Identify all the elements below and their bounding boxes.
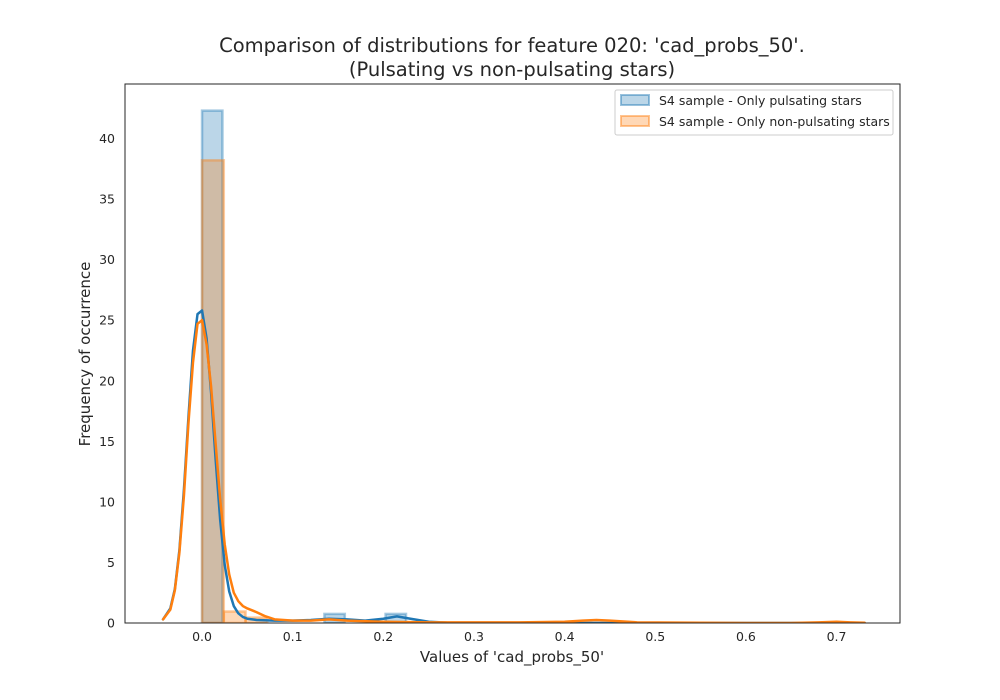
y-tick-label: 25: [99, 313, 115, 328]
y-axis-ticks: 0 5 10 15 20 25 30 35 40: [99, 131, 115, 630]
histogram-bars: [200, 109, 408, 623]
x-tick-label: 0.1: [283, 629, 303, 644]
y-axis-label: Frequency of occurrence: [76, 262, 94, 447]
x-tick-label: 0.4: [555, 629, 575, 644]
kde-line-series-1: [161, 318, 866, 623]
y-tick-label: 20: [99, 373, 115, 388]
y-tick-label: 35: [99, 192, 115, 207]
y-tick-label: 10: [99, 494, 115, 509]
legend-label-non-pulsating: S4 sample - Only non-pulsating stars: [659, 114, 890, 129]
chart-title-line1: Comparison of distributions for feature …: [219, 34, 805, 57]
y-tick-label: 30: [99, 252, 115, 267]
kde-line-series-0: [161, 309, 866, 623]
x-axis-ticks: 0.0 0.1 0.2 0.3 0.4 0.5 0.6 0.7: [192, 629, 846, 644]
y-tick-label: 5: [107, 555, 115, 570]
legend-swatch-non-pulsating: [620, 115, 650, 127]
legend-label-pulsating: S4 sample - Only pulsating stars: [659, 93, 862, 108]
x-tick-label: 0.7: [827, 629, 847, 644]
legend-swatch-pulsating: [620, 94, 650, 106]
x-axis-label: Values of 'cad_probs_50': [420, 648, 604, 667]
plot-area-frame: [124, 83, 901, 624]
x-tick-label: 0.0: [192, 629, 212, 644]
y-tick-label: 40: [99, 131, 115, 146]
x-tick-label: 0.3: [464, 629, 484, 644]
x-tick-label: 0.6: [736, 629, 756, 644]
legend-box: [614, 89, 894, 136]
legend: S4 sample - Only pulsating stars S4 samp…: [614, 89, 894, 136]
chart-title-line2: (Pulsating vs non-pulsating stars): [349, 58, 675, 81]
histogram-bar-series-1-bin-0: [200, 159, 226, 623]
kde-curves: [161, 309, 866, 623]
x-tick-label: 0.5: [645, 629, 665, 644]
y-tick-label: 15: [99, 434, 115, 449]
x-tick-label: 0.2: [373, 629, 393, 644]
y-tick-label: 0: [107, 616, 115, 631]
